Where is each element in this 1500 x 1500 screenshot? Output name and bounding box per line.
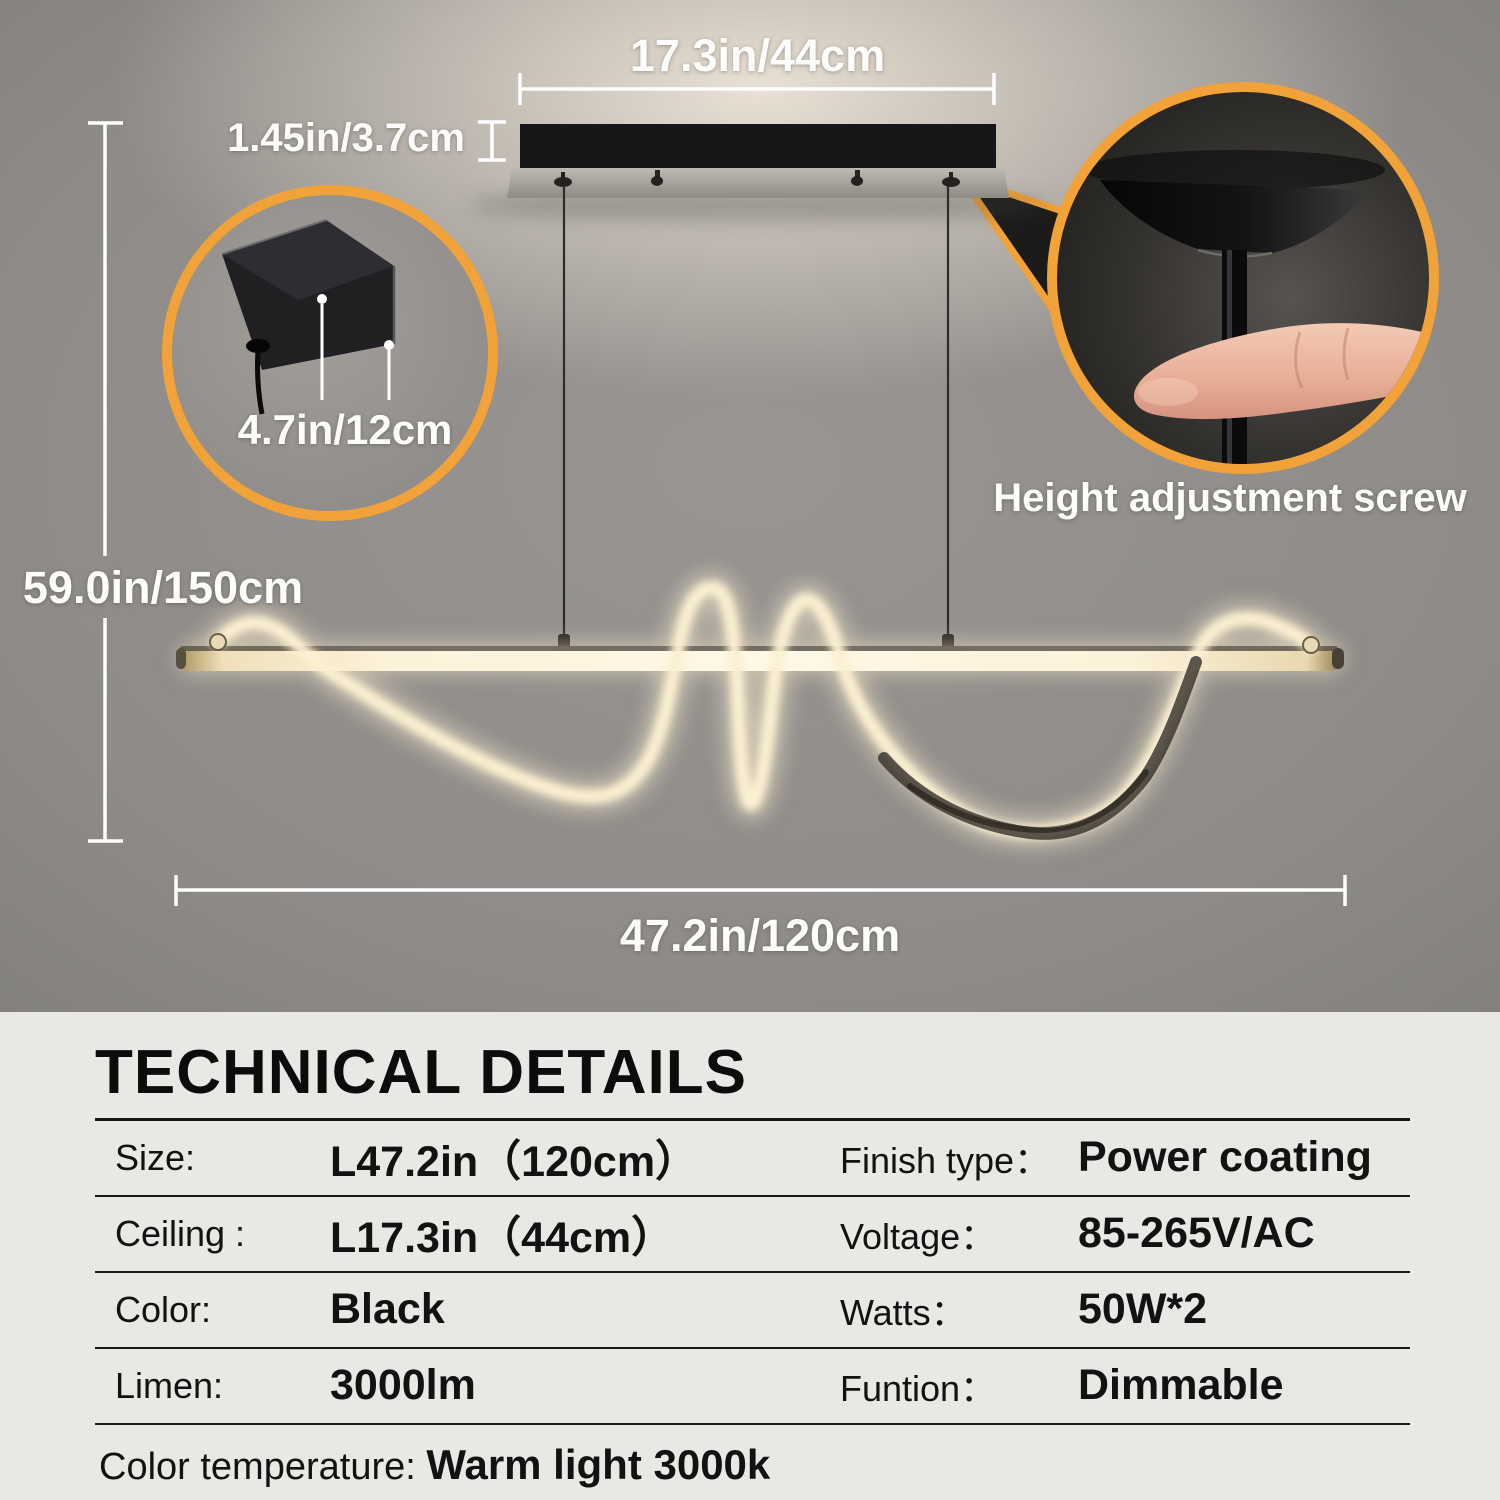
height-adjustment-screw-label: Height adjustment screw xyxy=(993,476,1467,520)
spec-value: 85-265V/AC xyxy=(1078,1209,1315,1257)
fixture-length-label: 47.2in/120cm xyxy=(619,910,901,961)
pendant-light-render xyxy=(88,73,1439,906)
spec-row-ceiling-voltage: Ceiling : L17.3in（44cm） Voltage： 85-265V… xyxy=(95,1197,1410,1273)
finger-illustration xyxy=(1133,323,1429,420)
spec-value: Black xyxy=(330,1285,445,1333)
canopy-detail-inset xyxy=(162,185,498,521)
spec-label: Size: xyxy=(115,1136,196,1178)
spec-value: L47.2in（120cm） xyxy=(330,1137,699,1186)
spec-label: Limen: xyxy=(115,1364,224,1406)
dimension-drop-height xyxy=(88,121,123,843)
color-temperature-row: Color temperature: Warm light 3000k xyxy=(95,1425,1410,1489)
product-scene: 17.3in/44cm 1.45in/3.7cm 59.0in/150cm 4.… xyxy=(0,0,1500,1012)
drop-height-label: 59.0in/150cm xyxy=(22,562,304,613)
spec-value: 50W*2 xyxy=(1078,1285,1208,1333)
screw-detail-inset xyxy=(1047,82,1439,474)
spec-row-lumen-function: Limen: 3000lm Funtion： Dimmable xyxy=(95,1349,1410,1425)
spec-label: Watts： xyxy=(840,1291,967,1333)
spec-value: Dimmable xyxy=(1078,1361,1284,1409)
spec-value: Warm light 3000k xyxy=(426,1440,771,1488)
dimension-lines xyxy=(88,73,1347,906)
spec-value: 3000lm xyxy=(330,1361,476,1409)
ceiling-mount-plate xyxy=(468,124,1048,221)
spec-label: Ceiling : xyxy=(115,1212,246,1254)
technical-details-section: TECHNICAL DETAILS Size: L47.2in（120cm） F… xyxy=(0,1012,1500,1500)
dimension-mount-length xyxy=(518,73,996,105)
spec-label: Voltage： xyxy=(840,1215,997,1257)
mount-height-label: 1.45in/3.7cm xyxy=(227,116,465,160)
spec-label: Funtion： xyxy=(840,1367,997,1409)
dimension-mount-height xyxy=(478,120,506,162)
mount-screws xyxy=(554,170,960,187)
title-rule xyxy=(95,1117,1410,1121)
section-title: TECHNICAL DETAILS xyxy=(95,1038,747,1107)
spec-label: Color temperature: xyxy=(99,1445,416,1488)
spec-row-size-finish: Size: L47.2in（120cm） Finish type： Power … xyxy=(95,1121,1410,1197)
spec-value: L17.3in（44cm） xyxy=(330,1213,675,1262)
spec-value: Power coating xyxy=(1078,1133,1372,1181)
dimension-fixture-length xyxy=(174,875,1347,906)
canopy-width-label: 4.7in/12cm xyxy=(237,406,453,453)
mount-length-label: 17.3in/44cm xyxy=(629,30,886,81)
led-bar xyxy=(176,646,1344,671)
led-squiggle xyxy=(209,581,1320,840)
spec-row-color-watts: Color: Black Watts： 50W*2 xyxy=(95,1273,1410,1349)
spec-label: Color: xyxy=(115,1288,212,1330)
spec-label: Finish type： xyxy=(840,1139,1051,1181)
